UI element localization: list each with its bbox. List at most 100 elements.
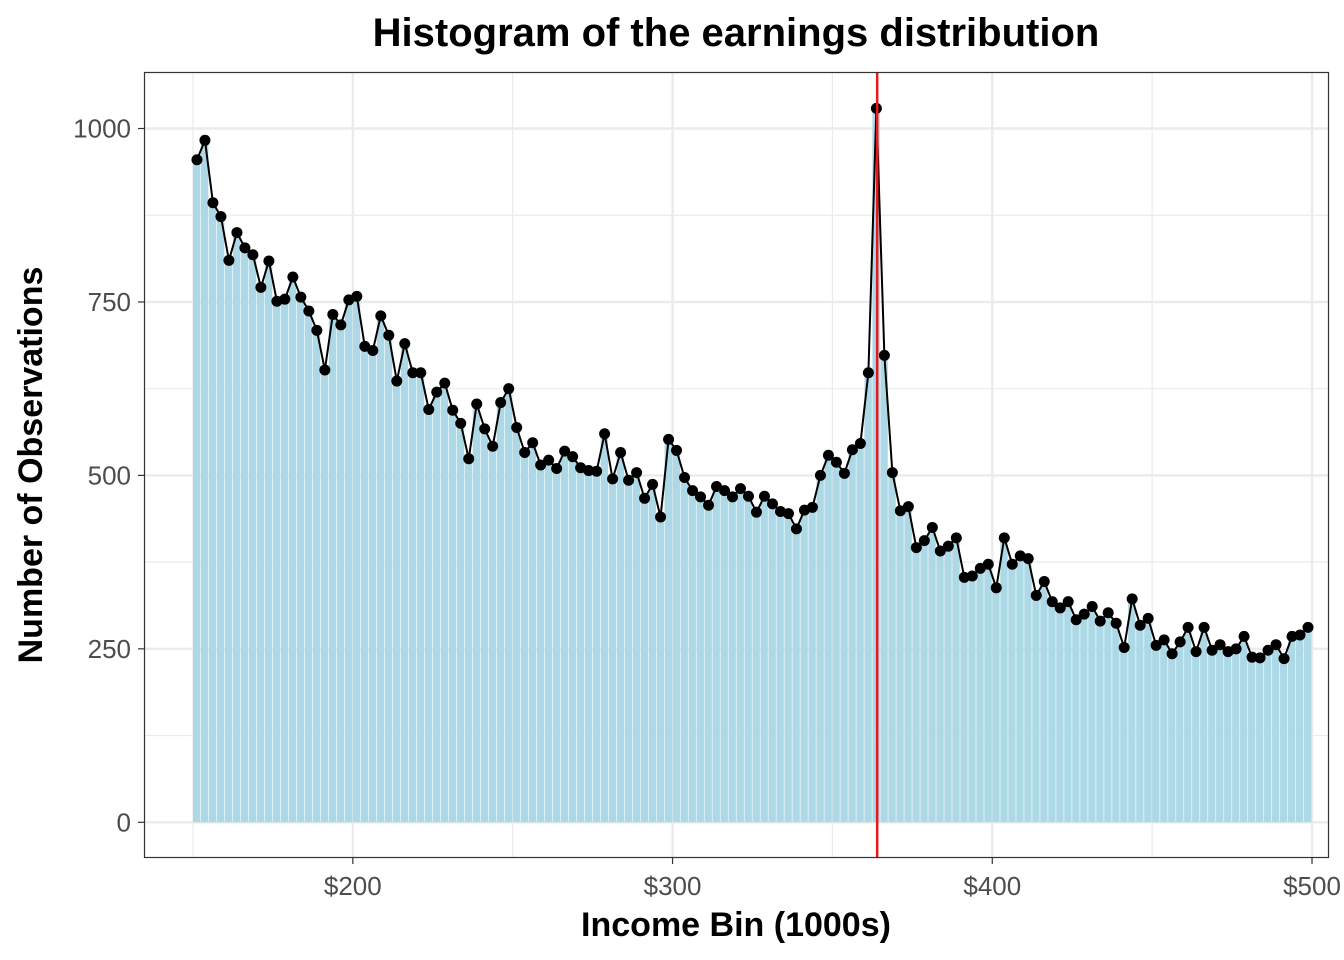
- data-point: [567, 451, 579, 463]
- x-tick-label: $500: [1283, 871, 1341, 901]
- histogram-bar: [664, 439, 672, 823]
- histogram-bar: [1016, 555, 1024, 823]
- histogram-bar: [400, 343, 409, 823]
- histogram-bar: [1144, 618, 1152, 823]
- histogram-bar: [1256, 657, 1264, 823]
- histogram-bar: [424, 409, 433, 823]
- data-point: [1206, 644, 1218, 656]
- data-point: [758, 490, 770, 502]
- y-tick-label: 500: [88, 460, 131, 490]
- histogram-bar: [480, 428, 489, 823]
- histogram-bar: [192, 159, 201, 823]
- data-point: [862, 367, 874, 379]
- histogram-bar: [1080, 614, 1088, 823]
- histogram-bar: [832, 462, 840, 823]
- histogram-bar: [976, 568, 984, 823]
- histogram-bar: [336, 324, 345, 823]
- x-tick-label: $200: [324, 871, 382, 901]
- data-point: [447, 404, 459, 416]
- data-point: [287, 271, 299, 283]
- histogram-bar: [432, 392, 441, 823]
- data-point: [559, 445, 571, 457]
- histogram-bar: [792, 528, 800, 823]
- histogram-bar: [1056, 607, 1064, 823]
- histogram-bar: [456, 423, 465, 823]
- histogram-bar: [448, 410, 457, 823]
- data-point: [1190, 646, 1202, 658]
- histogram-bar: [344, 299, 353, 823]
- histogram-bar: [560, 451, 569, 823]
- histogram-bar: [1240, 636, 1248, 823]
- data-point: [1270, 639, 1282, 651]
- histogram-bar: [1272, 644, 1280, 823]
- data-point: [607, 473, 619, 485]
- data-point: [1182, 621, 1194, 633]
- data-point: [1126, 593, 1138, 605]
- histogram-bar: [408, 372, 417, 823]
- histogram-bar: [1288, 636, 1296, 823]
- data-point: [910, 542, 922, 554]
- data-point: [998, 532, 1010, 544]
- histogram-bar: [288, 276, 297, 823]
- histogram-bar: [488, 446, 497, 823]
- histogram-bar: [536, 465, 545, 823]
- histogram-bar: [592, 471, 601, 823]
- data-point: [854, 437, 866, 449]
- data-point: [1150, 639, 1162, 651]
- histogram-bar: [968, 576, 976, 823]
- histogram-bar: [680, 477, 688, 823]
- data-point: [926, 521, 938, 533]
- data-point: [1070, 614, 1082, 626]
- data-point: [367, 345, 379, 357]
- data-point: [1078, 608, 1090, 620]
- histogram-bar: [1184, 627, 1192, 823]
- histogram-bar: [808, 507, 816, 823]
- data-point: [407, 367, 419, 379]
- data-point: [463, 453, 475, 465]
- histogram-bar: [1216, 644, 1224, 823]
- histogram-bar: [1264, 650, 1272, 823]
- data-point: [1110, 617, 1122, 629]
- histogram-bar: [1000, 537, 1008, 823]
- data-point: [1118, 641, 1130, 653]
- data-point: [503, 383, 515, 395]
- histogram-bar: [520, 452, 529, 823]
- histogram-bar: [1136, 625, 1144, 823]
- data-point: [471, 398, 483, 410]
- data-point: [918, 535, 930, 547]
- data-point: [439, 377, 451, 389]
- histogram-bar: [472, 403, 481, 823]
- data-point: [551, 462, 563, 474]
- data-point: [1022, 553, 1034, 565]
- frequency-points: [191, 102, 1314, 665]
- histogram-bar: [464, 458, 473, 823]
- data-point: [734, 483, 746, 495]
- data-point: [263, 255, 275, 267]
- histogram-bar: [936, 551, 944, 823]
- data-point: [479, 423, 491, 435]
- data-point: [727, 491, 739, 503]
- histogram-bar: [512, 427, 521, 823]
- data-point: [982, 558, 994, 570]
- data-point: [1230, 643, 1242, 655]
- data-point: [599, 428, 611, 440]
- histogram-bar: [496, 402, 505, 823]
- data-point: [846, 444, 858, 456]
- data-point: [255, 281, 267, 293]
- data-point: [511, 422, 523, 434]
- histogram-bars: [192, 108, 1312, 823]
- histogram-bar: [440, 383, 449, 823]
- data-point: [455, 417, 467, 429]
- histogram-bar: [576, 467, 585, 823]
- histogram-bar: [1104, 612, 1112, 823]
- plot-panel-border: [143, 71, 1330, 859]
- histogram-bar: [864, 372, 872, 823]
- data-point: [1278, 653, 1290, 665]
- histogram-bar: [720, 490, 728, 823]
- histogram-bar: [296, 297, 305, 823]
- histogram-bar: [1040, 581, 1048, 823]
- histogram-bar: [304, 310, 313, 823]
- histogram-bar: [1152, 645, 1160, 823]
- data-point: [1102, 607, 1114, 619]
- data-point: [687, 485, 699, 497]
